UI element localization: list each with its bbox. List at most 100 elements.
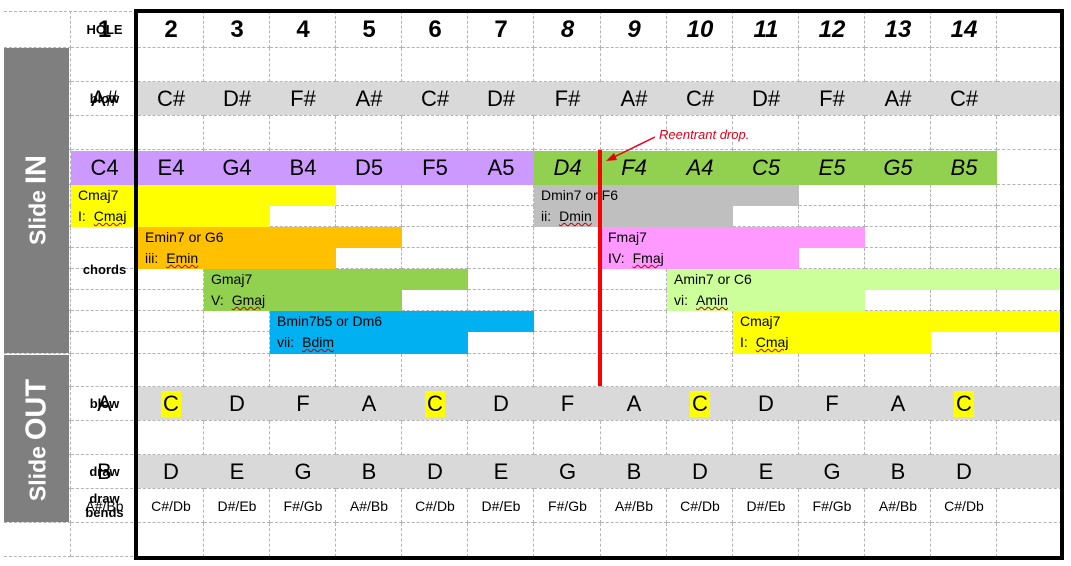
chord-degree-bar: IV: Fmaj bbox=[601, 248, 799, 269]
grid-cell bbox=[468, 269, 534, 290]
grid-cell bbox=[733, 421, 799, 455]
grid-cell bbox=[601, 311, 667, 332]
note-text: A bbox=[626, 391, 642, 416]
slide-in-draw-note: A4 bbox=[667, 151, 733, 185]
grid-cell bbox=[4, 489, 71, 523]
note-text: F bbox=[560, 391, 575, 416]
note-text: A bbox=[361, 391, 377, 416]
grid-cell bbox=[204, 354, 270, 387]
grid-cell bbox=[204, 421, 270, 455]
grid-cell bbox=[138, 269, 204, 290]
slide-out-blow-note: F bbox=[534, 387, 601, 421]
grid-cell bbox=[336, 11, 402, 48]
grid-cell bbox=[931, 227, 997, 248]
slide-in-draw-note: C5 bbox=[733, 151, 799, 185]
grid-cell bbox=[601, 332, 667, 354]
slide-out-blow-note: A bbox=[336, 387, 402, 421]
hole-number: 5 bbox=[362, 15, 376, 43]
chord-degree: ii: bbox=[541, 208, 552, 224]
grid-cell bbox=[667, 116, 733, 150]
slide-out-draw-note: D bbox=[427, 459, 443, 484]
grid-cell bbox=[270, 421, 336, 455]
slide-in-draw-note: E5 bbox=[799, 151, 865, 185]
grid-cell bbox=[402, 248, 468, 269]
hole-number: 7 bbox=[494, 15, 508, 43]
slide-out-draw-note: E bbox=[229, 459, 245, 484]
grid-cell bbox=[931, 421, 997, 455]
chord-degree: iii: bbox=[145, 250, 159, 266]
chord-bar: Fmaj7 bbox=[601, 227, 865, 248]
hole-number: 8 bbox=[560, 15, 575, 43]
grid-cell bbox=[865, 290, 931, 311]
draw-bend-note: F#/Gb bbox=[812, 498, 852, 514]
slide-out-blow-note: A bbox=[601, 387, 667, 421]
note-text: C bbox=[425, 391, 445, 417]
grid-cell bbox=[336, 354, 402, 387]
slide-out-draw-note: G bbox=[294, 459, 312, 484]
note-grid-frame bbox=[134, 9, 1064, 560]
grid-cell bbox=[138, 332, 204, 354]
hole-number: 1 bbox=[97, 15, 112, 43]
grid-cell bbox=[204, 48, 270, 82]
grid-cell bbox=[138, 116, 204, 150]
grid-cell bbox=[865, 354, 931, 387]
slide-in-draw-note: G5 bbox=[865, 151, 931, 185]
grid-cell bbox=[601, 116, 667, 150]
slide-out-blow-note: F bbox=[270, 387, 336, 421]
grid-cell bbox=[931, 248, 997, 269]
grid-cell bbox=[138, 354, 204, 387]
grid-cell bbox=[468, 11, 534, 48]
grid-cell bbox=[204, 332, 270, 354]
grid-cell bbox=[71, 116, 138, 150]
grid-cell bbox=[601, 48, 667, 82]
slide-out-blow-note: F bbox=[799, 387, 865, 421]
grid-cell bbox=[601, 421, 667, 455]
chord-degree-bar: I: Cmaj bbox=[733, 332, 931, 354]
draw-bend-note: A#/Bb bbox=[85, 498, 124, 514]
hole-number: 9 bbox=[627, 15, 641, 43]
chord-degree: I: bbox=[78, 208, 86, 224]
grid-cell bbox=[865, 248, 931, 269]
grid-cell bbox=[138, 11, 204, 48]
slide-in-blow-note: A# bbox=[884, 86, 912, 111]
chord-degree-bar: vii: Bdim bbox=[270, 332, 468, 354]
grid-cell bbox=[931, 116, 997, 150]
slide-in-blow-note: D# bbox=[222, 86, 252, 111]
slide-in-blow-note: C# bbox=[420, 86, 450, 111]
chord-bar: Amin7 or C6 bbox=[667, 269, 1062, 290]
grid-cell bbox=[204, 489, 270, 523]
note-text: C bbox=[690, 391, 710, 417]
grid-cell bbox=[336, 116, 402, 150]
hole-number: 6 bbox=[428, 15, 442, 43]
slide-out-blow-note: C bbox=[667, 387, 733, 421]
grid-cell bbox=[534, 48, 601, 82]
chord-name: Dmin bbox=[559, 208, 592, 224]
chord-name: Cmaj bbox=[755, 334, 789, 350]
grid-cell bbox=[667, 489, 733, 523]
grid-cell bbox=[138, 311, 204, 332]
hole-number: 12 bbox=[818, 15, 846, 43]
grid-cell bbox=[336, 489, 402, 523]
grid-cell bbox=[402, 206, 468, 227]
grid-cell bbox=[204, 311, 270, 332]
grid-cell bbox=[138, 421, 204, 455]
grid-cell bbox=[865, 227, 931, 248]
grid-cell bbox=[667, 421, 733, 455]
reentrant-annotation: Reentrant drop. bbox=[659, 127, 750, 142]
grid-cell bbox=[270, 206, 336, 227]
slide-in-blow-label: blow bbox=[89, 91, 120, 106]
slide-out-draw-note: D bbox=[163, 459, 179, 484]
hole-number: 11 bbox=[753, 15, 779, 43]
slide-out-draw-label: draw bbox=[89, 464, 120, 479]
grid-cell bbox=[865, 185, 931, 206]
slide-in-draw-note: C4 bbox=[71, 151, 138, 185]
sidebar-word: Slide bbox=[24, 446, 51, 502]
hole-number: 14 bbox=[950, 15, 978, 43]
grid-cell bbox=[799, 185, 865, 206]
grid-cell bbox=[733, 48, 799, 82]
grid-cell bbox=[799, 11, 865, 48]
slide-out-draw-note: G bbox=[558, 459, 577, 484]
draw-bend-note: C#/Db bbox=[944, 498, 984, 514]
grid-cell bbox=[336, 206, 402, 227]
